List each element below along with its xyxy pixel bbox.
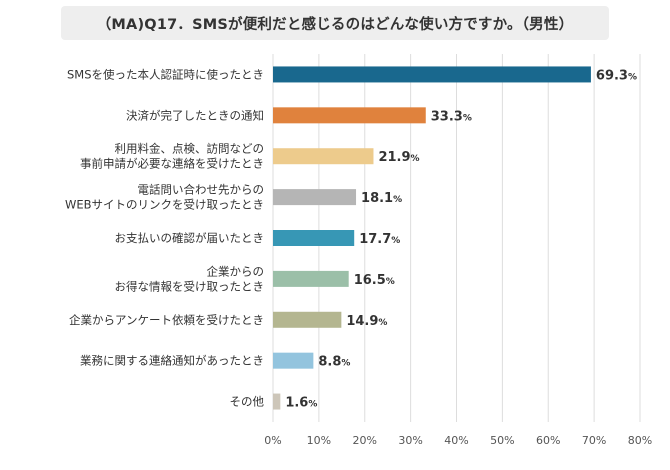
category-label: 利用料金、点検、訪問などの [115, 142, 265, 156]
bar [273, 66, 591, 83]
bar [273, 352, 314, 369]
chart-title-box: （MA)Q17．SMSが便利だと感じるのはどんな使い方ですか。（男性） [61, 6, 609, 40]
data-label: 8.8% [318, 355, 350, 370]
chart-title: （MA)Q17．SMSが便利だと感じるのはどんな使い方ですか。（男性） [96, 16, 574, 33]
bar [273, 270, 349, 287]
data-label: 1.6% [285, 396, 317, 411]
category-label: 企業からの [207, 264, 265, 278]
x-tick-label: 20% [353, 434, 377, 447]
x-tick-label: 0% [264, 434, 281, 447]
category-label: お支払いの確認が届いたとき [115, 231, 265, 245]
x-tick-label: 10% [307, 434, 331, 447]
data-label: 16.5% [354, 273, 395, 288]
category-label: SMSを使った本人認証時に使ったとき [67, 67, 264, 81]
category-label: 事前申請が必要な連絡を受けたとき [80, 157, 264, 171]
bar [273, 107, 426, 124]
bar [273, 311, 342, 328]
x-tick-label: 60% [536, 434, 560, 447]
bar [273, 148, 374, 165]
data-label: 18.1% [361, 191, 402, 206]
category-label: お得な情報を受け取ったとき [115, 279, 265, 293]
x-tick-label: 40% [444, 434, 468, 447]
x-tick-label: 30% [398, 434, 422, 447]
data-label: 14.9% [346, 314, 387, 329]
category-label: その他 [230, 395, 265, 409]
data-label: 17.7% [359, 232, 400, 247]
category-label: 業務に関する連絡通知があったとき [80, 354, 264, 368]
x-tick-label: 50% [490, 434, 514, 447]
bar [273, 393, 281, 410]
bar [273, 189, 357, 206]
category-label: 企業からアンケート依頼を受けたとき [69, 313, 264, 327]
bar [273, 230, 355, 246]
data-label: 21.9% [378, 150, 419, 165]
category-label: WEBサイトのリンクを受け取ったとき [65, 198, 264, 212]
data-label: 33.3% [431, 109, 472, 124]
x-tick-label: 80% [628, 434, 652, 447]
data-label: 69.3% [596, 68, 637, 83]
category-label: 決済が完了したときの通知 [126, 108, 264, 122]
category-label: 電話問い合わせ先からの [138, 183, 265, 197]
x-tick-label: 70% [582, 434, 606, 447]
